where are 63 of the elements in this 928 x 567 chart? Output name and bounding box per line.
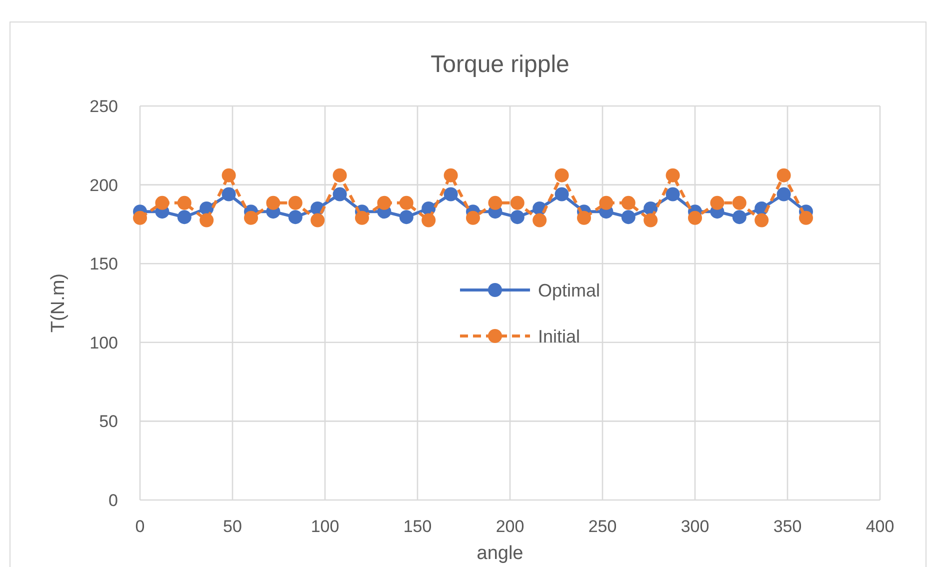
y-tick-label: 50 bbox=[99, 412, 118, 432]
point bbox=[466, 210, 480, 225]
point bbox=[266, 196, 280, 210]
point bbox=[621, 196, 636, 210]
point bbox=[776, 187, 791, 202]
legend-label: Initial bbox=[538, 326, 580, 346]
point bbox=[688, 210, 702, 225]
point bbox=[754, 213, 769, 228]
x-tick-label: 150 bbox=[403, 517, 432, 536]
x-tick-label: 50 bbox=[223, 517, 242, 536]
point bbox=[200, 213, 214, 228]
y-tick-label: 150 bbox=[90, 254, 118, 274]
point bbox=[710, 196, 724, 210]
point bbox=[444, 187, 458, 202]
point bbox=[332, 187, 347, 202]
point bbox=[732, 210, 746, 224]
point bbox=[399, 210, 414, 224]
point bbox=[399, 196, 414, 210]
x-tick-label: 200 bbox=[496, 517, 524, 536]
point bbox=[133, 210, 147, 225]
y-tick-label: 0 bbox=[108, 490, 118, 510]
point bbox=[599, 196, 614, 210]
point bbox=[177, 196, 192, 210]
point bbox=[621, 210, 636, 224]
x-axis-title: angle bbox=[476, 543, 524, 564]
point bbox=[666, 168, 680, 182]
point bbox=[444, 168, 458, 182]
point bbox=[732, 196, 746, 210]
point bbox=[155, 196, 170, 210]
legend-label: Optimal bbox=[538, 280, 600, 300]
point bbox=[532, 213, 547, 228]
y-tick-label: 250 bbox=[90, 96, 118, 116]
point bbox=[222, 168, 236, 182]
point bbox=[244, 210, 258, 225]
point bbox=[488, 196, 502, 210]
point bbox=[666, 187, 680, 202]
y-axis-title: T(N.m) bbox=[48, 273, 69, 333]
point bbox=[644, 213, 658, 228]
x-tick-label: 300 bbox=[680, 517, 710, 536]
chart-title: Torque ripple bbox=[430, 51, 570, 78]
y-tick-label: 100 bbox=[90, 333, 118, 352]
point bbox=[422, 213, 436, 228]
point bbox=[377, 196, 392, 210]
point bbox=[288, 210, 302, 224]
point bbox=[510, 210, 524, 224]
point bbox=[288, 196, 302, 210]
point bbox=[799, 210, 813, 225]
point bbox=[310, 213, 325, 228]
point bbox=[577, 210, 591, 225]
x-tick-label: 400 bbox=[866, 517, 894, 536]
x-tick-label: 0 bbox=[135, 517, 145, 536]
point bbox=[222, 187, 236, 202]
point bbox=[510, 196, 524, 210]
y-tick-label: 200 bbox=[90, 176, 118, 195]
point bbox=[554, 187, 569, 202]
x-tick-label: 350 bbox=[773, 517, 802, 536]
x-tick-label: 250 bbox=[588, 517, 617, 536]
point bbox=[554, 168, 569, 182]
point bbox=[776, 168, 791, 182]
point bbox=[332, 168, 347, 182]
x-tick-label: 100 bbox=[310, 517, 340, 536]
point bbox=[177, 210, 192, 224]
point bbox=[355, 210, 369, 225]
